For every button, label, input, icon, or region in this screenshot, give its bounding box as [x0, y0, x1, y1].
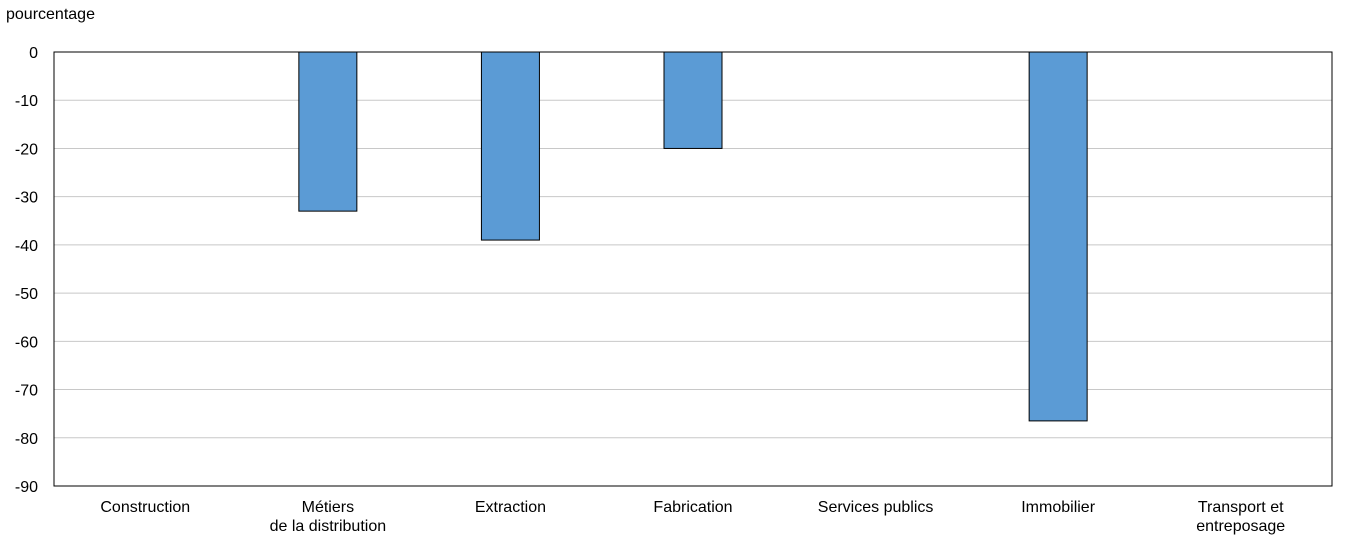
y-tick-label: -80	[15, 431, 38, 448]
y-tick-label: -20	[15, 141, 38, 158]
gridlines	[54, 99, 1332, 439]
x-axis-ticks: Construction Métiers de la distribution Ext…	[100, 499, 1285, 535]
y-tick-label: -50	[15, 286, 38, 303]
y-tick-label: 0	[29, 45, 38, 62]
x-tick-label: Fabrication	[653, 499, 732, 516]
bar	[663, 51, 723, 149]
y-tick-label: -10	[15, 93, 38, 110]
y-axis-ticks: 0 -10 -20 -30 -40 -50 -60 -70 -80 -90	[15, 45, 38, 496]
y-tick-label: -40	[15, 238, 38, 255]
x-tick-label: Services publics	[818, 499, 934, 516]
x-tick-label: Construction	[100, 499, 190, 516]
bars	[298, 51, 1088, 422]
y-tick-label: -30	[15, 190, 38, 207]
y-tick-label: -70	[15, 383, 38, 400]
x-tick-label: Métiers de la distribution	[270, 499, 387, 535]
x-tick-label: Immobilier	[1021, 499, 1095, 516]
y-tick-label: -90	[15, 479, 38, 496]
bar	[1028, 51, 1088, 422]
plot-frame	[53, 51, 1333, 487]
bar	[298, 51, 358, 212]
x-tick-label: Transport et entreposage	[1196, 499, 1285, 535]
y-tick-label: -60	[15, 334, 38, 351]
bar	[480, 51, 540, 241]
x-tick-label: Extraction	[475, 499, 546, 516]
y-axis-title: pourcentage	[6, 6, 95, 23]
